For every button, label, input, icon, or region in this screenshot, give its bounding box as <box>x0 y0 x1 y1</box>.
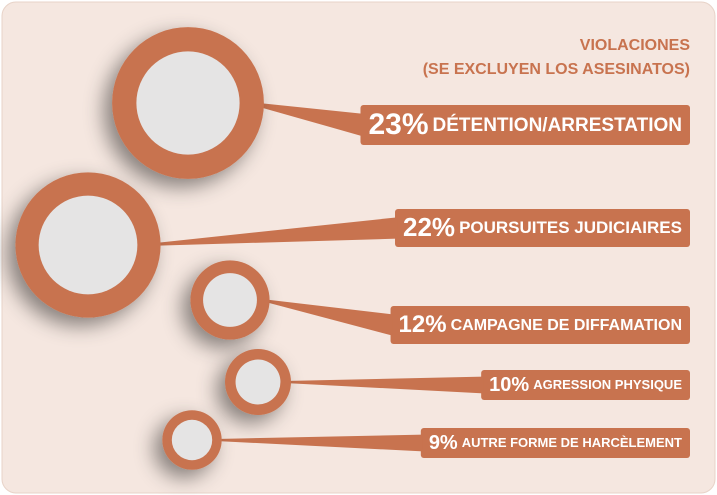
value-label: 22% <box>403 212 455 242</box>
category-label: CAMPAGNE DE DIFFAMATION <box>451 317 682 334</box>
value-label: 23% <box>368 108 428 141</box>
chart-subtitle: (SE EXCLUYEN LOS ASESINATOS) <box>423 61 690 78</box>
bubble-inner <box>38 195 138 295</box>
category-label: AUTRE FORME DE HARCÈLEMENT <box>462 435 682 450</box>
label-group: 23% DÉTENTION/ARRESTATION <box>360 105 690 145</box>
bubble-inner <box>235 359 281 405</box>
label-text: 9% AUTRE FORME DE HARCÈLEMENT <box>429 432 682 454</box>
value-label: 10% <box>489 374 529 396</box>
label-text: 23% DÉTENTION/ARRESTATION <box>368 108 682 141</box>
category-label: DÉTENTION/ARRESTATION <box>433 114 682 136</box>
label-text: 12% CAMPAGNE DE DIFFAMATION <box>399 311 682 338</box>
pointer <box>215 434 423 452</box>
pointer <box>261 299 393 336</box>
label-group: 9% AUTRE FORME DE HARCÈLEMENT <box>420 428 690 458</box>
label-group: 10% AGRESSION PHYSIQUE <box>481 370 690 400</box>
bubble-inner <box>171 419 213 461</box>
bubble-inner <box>136 51 240 155</box>
label-box <box>390 306 690 344</box>
label-group: 12% CAMPAGNE DE DIFFAMATION <box>390 306 690 344</box>
pointer <box>284 376 484 394</box>
label-box <box>360 105 690 145</box>
category-label: AGRESSION PHYSIQUE <box>533 377 682 392</box>
bubble-inner <box>203 273 257 327</box>
label-text: 10% AGRESSION PHYSIQUE <box>489 374 682 396</box>
label-box <box>395 209 690 247</box>
pointer <box>248 102 363 137</box>
label-text: 22% POURSUITES JUDICIAIRES <box>403 212 682 242</box>
label-box <box>481 370 690 400</box>
category-label: POURSUITES JUDICIAIRES <box>459 218 682 237</box>
label-group: 22% POURSUITES JUDICIAIRES <box>395 209 690 247</box>
chart-title: VIOLACIONES <box>580 37 691 54</box>
value-label: 9% <box>429 432 458 454</box>
label-box <box>420 428 690 458</box>
value-label: 12% <box>399 311 447 338</box>
pointer <box>146 217 398 246</box>
